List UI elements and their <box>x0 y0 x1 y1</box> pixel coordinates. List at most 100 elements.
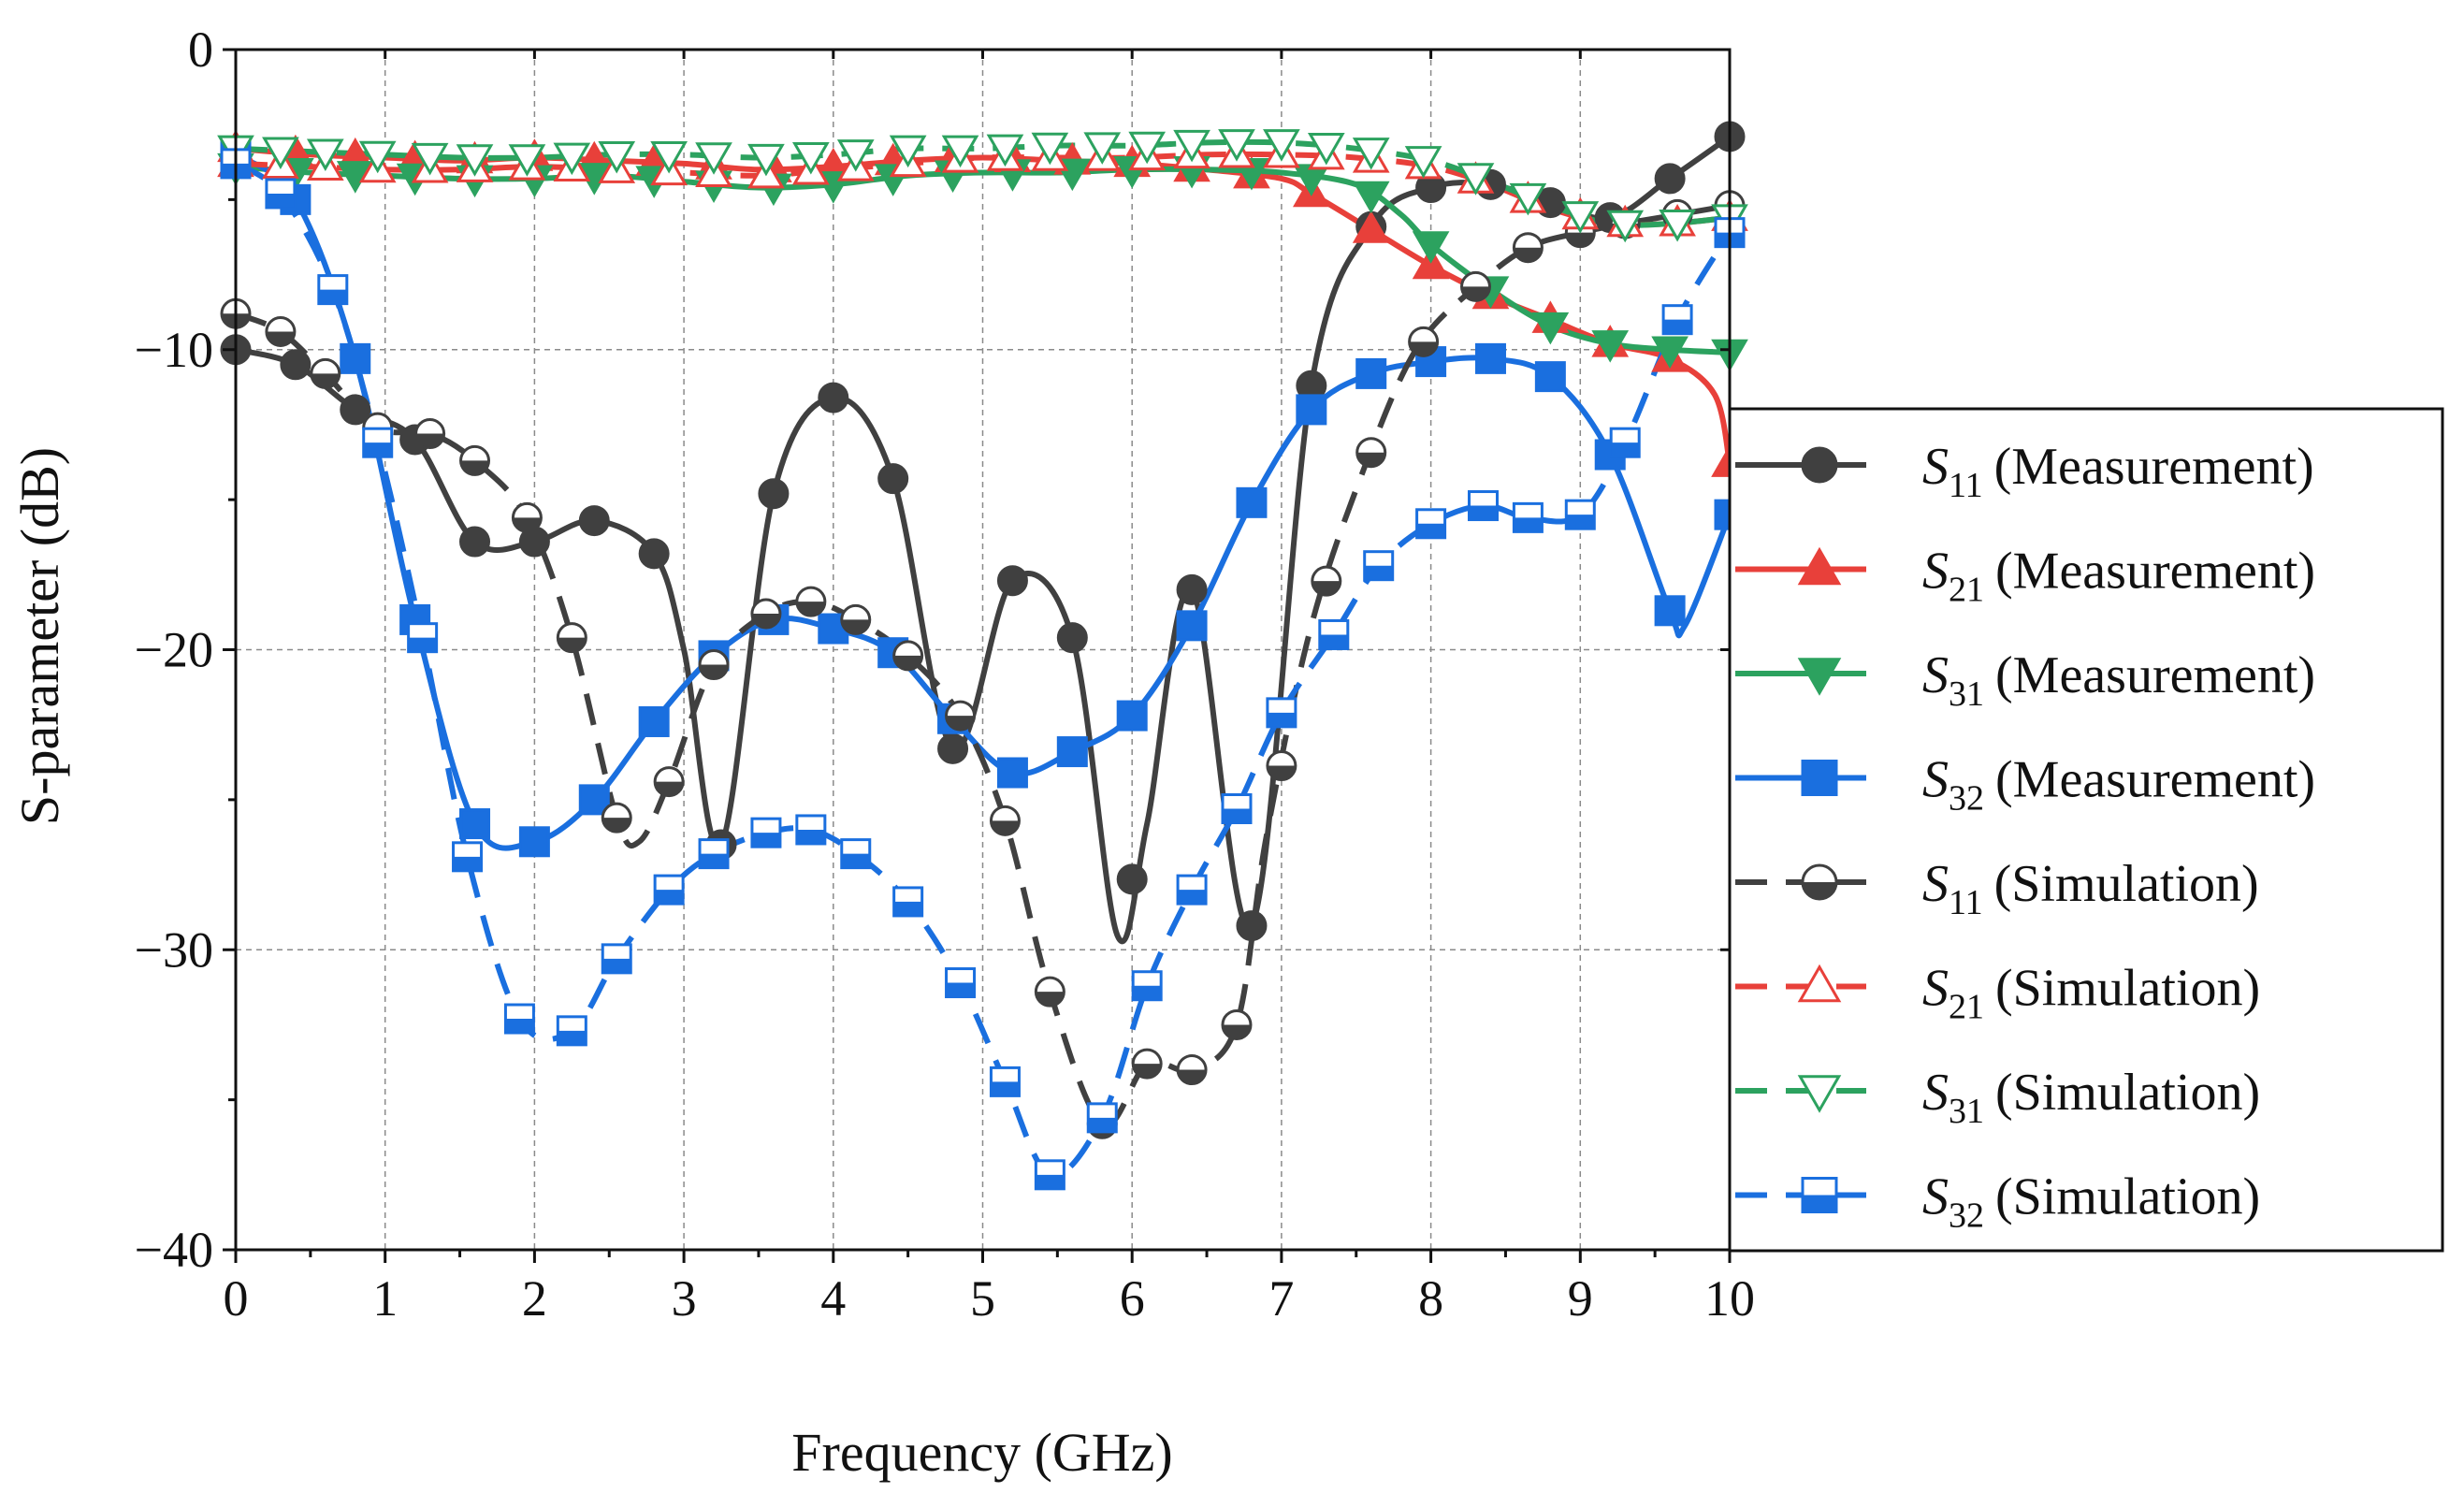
data-point-shape <box>578 784 610 816</box>
x-tick-label: 1 <box>372 1270 398 1327</box>
data-point <box>1609 427 1641 458</box>
legend-kind: (Measurement) <box>1994 438 2314 496</box>
data-point <box>1116 700 1148 732</box>
data-point-fill <box>1416 523 1445 538</box>
data-point <box>836 139 875 172</box>
data-point-fill <box>1178 890 1207 905</box>
data-point <box>340 394 371 426</box>
data-point <box>1263 129 1300 162</box>
data-point <box>1355 357 1387 389</box>
data-point-shape <box>1654 163 1686 195</box>
legend-marker-shape <box>1801 446 1838 484</box>
data-point <box>280 349 312 381</box>
data-point-fill <box>991 820 1020 835</box>
data-point <box>265 316 297 348</box>
data-point <box>1131 1048 1163 1080</box>
legend-symbol: S <box>1922 1168 1949 1226</box>
data-point <box>578 505 610 537</box>
legend-marker <box>1797 658 1842 696</box>
data-point-fill <box>796 829 825 844</box>
data-point <box>1352 138 1390 170</box>
data-point <box>638 538 670 570</box>
data-point <box>653 874 685 906</box>
x-tick-label: 9 <box>1568 1270 1593 1327</box>
data-point <box>1561 201 1600 234</box>
data-point <box>996 565 1028 597</box>
data-point <box>452 841 484 873</box>
data-point <box>1218 129 1255 162</box>
data-point <box>1056 736 1088 768</box>
data-point <box>1116 863 1148 895</box>
data-point-shape <box>1307 133 1345 166</box>
data-point <box>358 140 397 174</box>
data-point <box>1659 209 1696 242</box>
data-point <box>1467 490 1499 522</box>
data-point <box>306 138 344 171</box>
data-point-fill <box>1356 452 1385 467</box>
data-point-shape <box>1352 181 1390 214</box>
data-point-fill <box>266 193 295 208</box>
data-point <box>459 808 491 840</box>
data-point-fill <box>460 460 489 475</box>
data-point-fill <box>513 517 542 532</box>
data-point <box>989 1066 1021 1097</box>
data-point <box>818 382 849 413</box>
data-point <box>877 463 909 495</box>
legend-entry: S11 (Measurement) <box>1735 438 2314 505</box>
legend-kind: (Measurement) <box>1995 751 2315 809</box>
x-tick-label: 5 <box>970 1270 995 1327</box>
data-point-fill <box>453 856 482 871</box>
data-point-fill <box>893 901 922 916</box>
data-point <box>747 143 785 177</box>
data-point <box>317 274 349 306</box>
data-point-shape <box>280 349 312 381</box>
data-point-fill <box>1133 1064 1162 1079</box>
data-point <box>1311 565 1342 597</box>
data-point <box>414 418 446 450</box>
legend-subscript: 11 <box>1949 883 1983 922</box>
data-point-fill <box>1663 319 1692 334</box>
legend-entry: S21 (Simulation) <box>1735 960 2260 1027</box>
data-point-shape <box>1056 622 1088 654</box>
data-point <box>1404 146 1442 179</box>
data-point <box>1236 910 1268 942</box>
legend-entry: S31 (Measurement) <box>1735 646 2315 714</box>
data-point-fill <box>1514 247 1543 262</box>
data-point-shape <box>1056 736 1088 768</box>
data-point <box>265 178 297 210</box>
data-point-shape <box>578 505 610 537</box>
data-point <box>1296 394 1327 426</box>
data-point-shape <box>1116 700 1148 732</box>
data-point-fill <box>1036 992 1065 1007</box>
data-point-shape <box>1352 138 1390 170</box>
data-point <box>750 817 782 848</box>
data-point <box>262 137 299 170</box>
data-point-fill <box>946 982 975 997</box>
data-point <box>795 814 827 846</box>
data-point <box>601 802 632 834</box>
data-point-shape <box>1509 182 1547 216</box>
data-point <box>1457 163 1495 196</box>
y-tick-label: −40 <box>135 1222 213 1278</box>
data-point <box>996 757 1028 789</box>
data-point <box>1512 232 1544 264</box>
data-point-fill <box>1461 286 1490 301</box>
data-point-shape <box>1031 132 1069 166</box>
data-point <box>1509 182 1547 216</box>
data-point-fill <box>311 373 340 388</box>
legend-subscript: 21 <box>1949 571 1984 610</box>
data-point-shape <box>1352 210 1390 243</box>
data-point <box>795 586 827 617</box>
legend-label: S31 (Simulation) <box>1922 1064 2260 1131</box>
data-point <box>556 622 587 654</box>
data-point-shape <box>937 732 969 764</box>
data-point <box>508 144 546 177</box>
x-axis-title: Frequency (GHz) <box>791 1422 1172 1483</box>
data-point <box>407 622 439 654</box>
legend-marker-fill <box>1803 882 1836 899</box>
data-point <box>1531 312 1570 345</box>
data-point <box>1352 210 1390 243</box>
data-point-shape <box>1116 863 1148 895</box>
data-point <box>1591 330 1630 363</box>
data-point-fill <box>1222 808 1251 823</box>
